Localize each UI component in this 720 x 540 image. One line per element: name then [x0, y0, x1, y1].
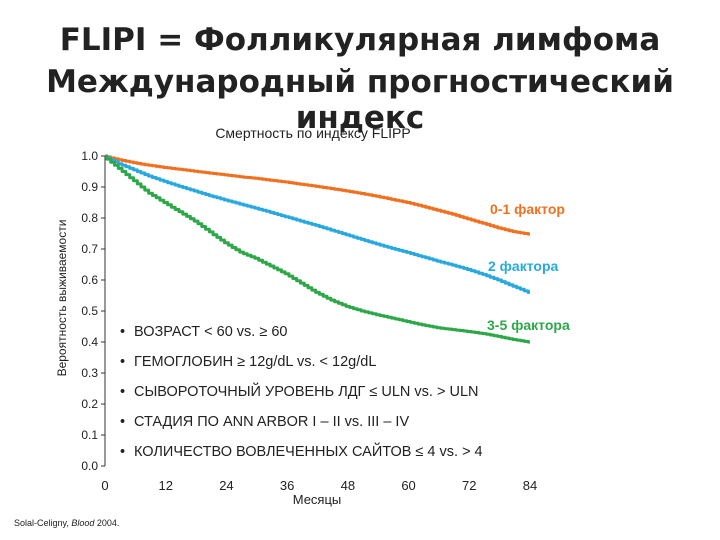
y-axis-ticks: 0.0 0.1 0.2 0.3 0.4 0.5 0.6 0.7 0.8 0.9 1.0 — [81, 149, 105, 473]
y-axis-label: Вероятность выживаемости — [55, 220, 69, 377]
risk-factor-item: СЫВОРОТОЧНЫЙ УРОВЕНЬ ЛДГ ≤ ULN vs. > ULN — [134, 382, 479, 400]
chart-subtitle: Смертность по индексу FLIPP — [215, 125, 410, 141]
series-line-2 — [105, 154, 530, 344]
y-tick-label: 0.9 — [81, 180, 98, 194]
y-tick-label: 0.2 — [81, 397, 98, 411]
series-line-0 — [105, 154, 530, 236]
x-tick-label: 12 — [158, 478, 172, 493]
x-tick-label: 84 — [523, 478, 537, 493]
risk-factor-item: ГЕМОГЛОБИН ≥ 12g/dL vs. < 12g/dL — [134, 354, 376, 370]
series-label-0: 0-1 фактор — [490, 201, 565, 217]
slide-title-line2: Международный прогностический индекс — [46, 64, 674, 136]
x-tick-label: 36 — [280, 478, 294, 493]
y-tick-label: 0.7 — [81, 242, 98, 256]
risk-factor-list: • ВОЗРАСТ < 60 vs. ≥ 60 • ГЕМОГЛОБИН ≥ 12g/… — [120, 324, 483, 460]
x-tick-label: 72 — [462, 478, 476, 493]
y-tick-label: 0.0 — [81, 459, 98, 473]
slide-title-line1: FLIPI = Фолликулярная лимфома — [59, 22, 661, 58]
y-tick-label: 0.3 — [81, 366, 98, 380]
x-tick-label: 60 — [401, 478, 415, 493]
y-tick-label: 1.0 — [81, 149, 98, 163]
x-tick-label: 24 — [219, 478, 233, 493]
x-tick-label: 48 — [341, 478, 355, 493]
risk-factor-item: ВОЗРАСТ < 60 vs. ≥ 60 — [134, 324, 287, 340]
risk-factor-item: СТАДИЯ ПО ANN ARBOR I – II vs. III – IV — [134, 414, 409, 430]
y-tick-label: 0.6 — [81, 273, 98, 287]
series-lines — [105, 154, 530, 344]
bullet-glyph: • — [120, 444, 125, 460]
bullet-glyph: • — [120, 324, 125, 340]
x-tick-label: 0 — [101, 478, 108, 493]
y-tick-label: 0.5 — [81, 304, 98, 318]
citation: Solal-Celigny, Blood 2004. — [14, 518, 119, 528]
series-label-2: 3-5 фактора — [487, 317, 570, 333]
x-axis-ticks: 0 12 24 36 48 60 72 84 — [101, 478, 537, 493]
bullet-glyph: • — [120, 384, 125, 400]
x-axis-label: Месяцы — [293, 492, 342, 507]
series-label-1: 2 фактора — [488, 258, 558, 274]
y-tick-label: 0.4 — [81, 335, 98, 349]
y-tick-label: 0.1 — [81, 428, 98, 442]
series-labels: 0-1 фактор 2 фактора 3-5 фактора — [487, 201, 570, 333]
series-line-1 — [105, 154, 530, 294]
bullet-glyph: • — [120, 354, 125, 370]
y-tick-label: 0.8 — [81, 211, 98, 225]
bullet-glyph: • — [120, 414, 125, 430]
risk-factor-item: КОЛИЧЕСТВО ВОВЛЕЧЕННЫХ САЙТОВ ≤ 4 vs. > … — [134, 442, 483, 460]
